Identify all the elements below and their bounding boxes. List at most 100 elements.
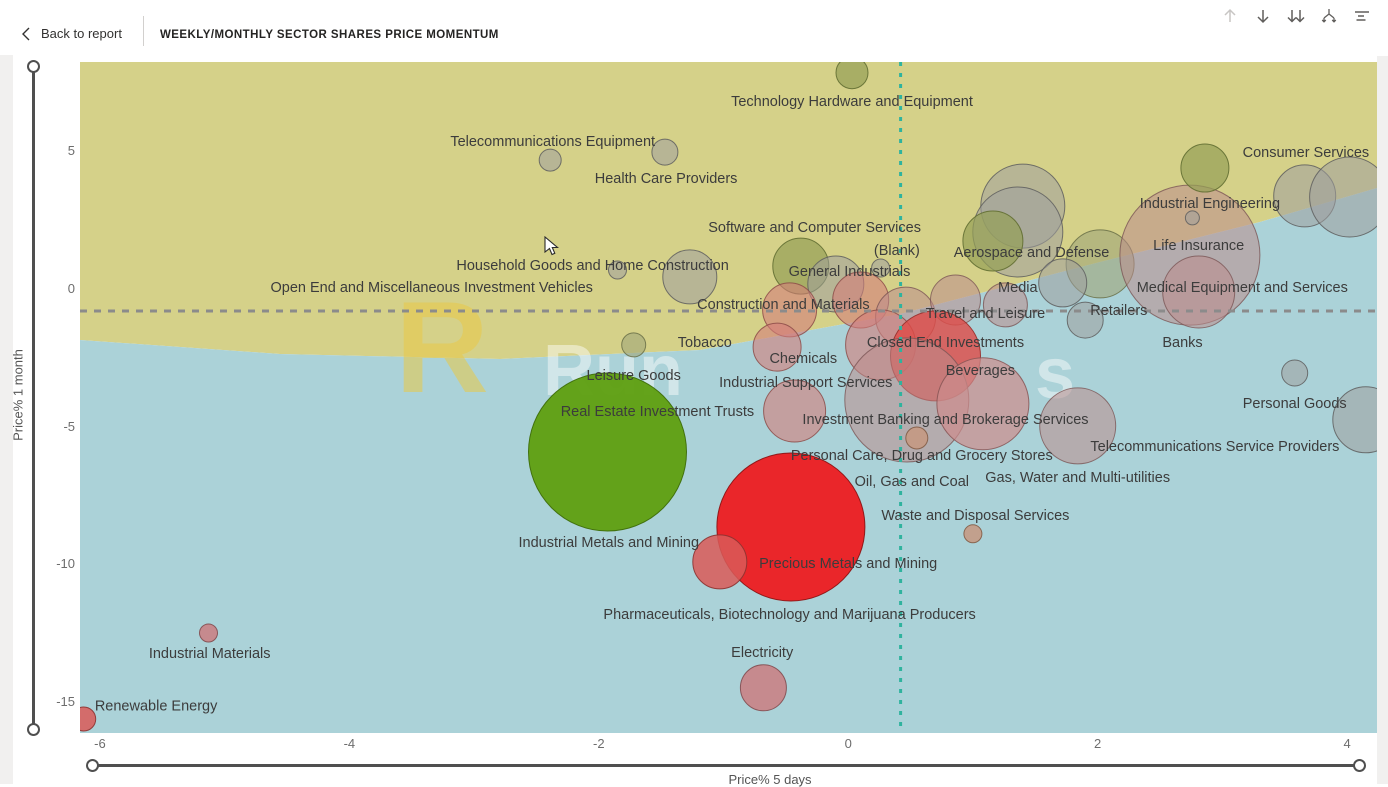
back-chevron-icon	[22, 27, 30, 40]
x-tick-label: -6	[94, 736, 106, 751]
bubble[interactable]	[1180, 143, 1230, 193]
x-tick-label: 2	[1094, 736, 1102, 751]
bubble-label: Renewable Energy	[95, 699, 218, 715]
visual-toolbar	[1218, 4, 1374, 28]
bubble[interactable]	[692, 534, 748, 590]
bubble-label: Personal Care, Drug and Grocery Stores	[791, 448, 1053, 464]
bubble-label: Real Estate Investment Trusts	[561, 404, 754, 420]
bubble[interactable]	[1281, 359, 1309, 387]
title-divider	[143, 16, 144, 46]
bubble-label: Construction and Materials	[697, 297, 869, 313]
bubble[interactable]	[621, 332, 647, 358]
bubble-label: Industrial Engineering	[1140, 196, 1280, 212]
bubble[interactable]	[528, 372, 687, 532]
bubble-label: Software and Computer Services	[708, 220, 921, 236]
y-slider-handle-top[interactable]	[27, 60, 40, 73]
x-slider-handle-right[interactable]	[1353, 759, 1366, 772]
bubble[interactable]	[871, 258, 891, 278]
bubble-label: Household Goods and Home Construction	[456, 258, 728, 274]
x-tick-label: -4	[343, 736, 356, 751]
bubble-label: Banks	[1162, 335, 1202, 351]
bubble-label: Consumer Services	[1243, 145, 1370, 161]
bubble[interactable]	[982, 282, 1028, 328]
expand-next-level-icon[interactable]	[1284, 4, 1308, 28]
bubble-label: Technology Hardware and Equipment	[731, 94, 973, 110]
bubble-label: Waste and Disposal Services	[881, 508, 1069, 524]
mouse-cursor-icon	[544, 236, 560, 256]
bubble[interactable]	[199, 623, 218, 643]
options-lines-icon[interactable]	[1350, 4, 1374, 28]
right-edge-strip	[1377, 56, 1388, 784]
bubble-label: Industrial Support Services	[719, 375, 892, 391]
x-slider-handle-left[interactable]	[86, 759, 99, 772]
bubble[interactable]	[651, 138, 679, 166]
bubble-label: Media	[998, 280, 1038, 296]
y-tick-label: -15	[56, 694, 75, 710]
bubble-label: Oil, Gas and Coal	[855, 474, 969, 490]
top-bar: Back to report WEEKLY/MONTHLY SECTOR SHA…	[0, 0, 1388, 55]
bubble[interactable]	[608, 260, 627, 280]
bubble-label: Investment Banking and Brokerage Service…	[802, 412, 1088, 428]
bubble[interactable]	[763, 379, 827, 443]
bubble-label: Telecommunications Service Providers	[1090, 439, 1339, 455]
bubble-label: Chemicals	[769, 351, 837, 367]
bubble[interactable]	[905, 426, 929, 450]
bubble-label: Electricity	[731, 645, 794, 661]
bubble-label: Closed End Investments	[867, 335, 1024, 351]
negative-momentum-region	[80, 188, 1377, 733]
bubble-label: Life Insurance	[1153, 238, 1244, 254]
y-tick-label: 0	[67, 280, 75, 296]
y-tick-label: -5	[63, 418, 75, 434]
bubble-label: Aerospace and Defense	[954, 245, 1110, 261]
y-axis-range-slider[interactable]	[32, 67, 35, 730]
y-tick-label: -10	[56, 556, 75, 572]
expand-all-icon[interactable]	[1317, 4, 1341, 28]
bubble[interactable]	[936, 357, 1030, 451]
page-title: WEEKLY/MONTHLY SECTOR SHARES PRICE MOMEN…	[160, 29, 499, 41]
bubble-label: Industrial Materials	[149, 646, 271, 662]
back-label: Back to report	[41, 26, 122, 41]
bubble-label: Gas, Water and Multi-utilities	[985, 470, 1170, 486]
bubble[interactable]	[1332, 386, 1388, 454]
bubble[interactable]	[739, 664, 787, 712]
bubble-label: Beverages	[946, 363, 1015, 379]
bubble-label: Tobacco	[678, 335, 732, 351]
bubble-chart: R Run s Technology Hardware and Equipment Te…	[71, 56, 1388, 733]
bubble-label: Precious Metals and Mining	[759, 556, 937, 572]
bubble[interactable]	[662, 249, 718, 305]
x-axis-title: Price% 5 days	[728, 772, 812, 787]
x-tick-label: 0	[844, 736, 852, 751]
bubble-label: Pharmaceuticals, Biotechnology and Marij…	[603, 607, 975, 623]
bubble[interactable]	[752, 322, 802, 372]
bubble-label: Industrial Metals and Mining	[519, 535, 700, 551]
bubble[interactable]	[538, 148, 562, 172]
bubble[interactable]	[962, 210, 1024, 272]
x-axis-range-slider[interactable]	[93, 764, 1360, 767]
y-slider-handle-bottom[interactable]	[27, 723, 40, 736]
bubble[interactable]	[835, 56, 869, 90]
bubble-label: Travel and Leisure	[926, 306, 1046, 322]
bubble-label: Open End and Miscellaneous Investment Ve…	[270, 280, 592, 296]
bubble-label: Personal Goods	[1243, 396, 1347, 412]
positive-momentum-region	[80, 62, 1377, 359]
watermark-logo: R	[395, 274, 489, 420]
bubble-label: Retailers	[1090, 303, 1147, 319]
bubble[interactable]	[716, 452, 866, 602]
drill-up-icon[interactable]	[1218, 4, 1242, 28]
bubble-label: Health Care Providers	[595, 171, 738, 187]
bubble-label: Leisure Goods	[587, 368, 681, 384]
back-to-report-button[interactable]: Back to report	[20, 26, 122, 41]
bubble-label: (Blank)	[874, 243, 920, 259]
bubble[interactable]	[1038, 258, 1088, 308]
drill-down-icon[interactable]	[1251, 4, 1275, 28]
bubble[interactable]	[1184, 210, 1200, 226]
bubble[interactable]	[963, 524, 983, 544]
left-edge-strip	[0, 0, 13, 784]
bubble-label: Telecommunications Equipment	[450, 134, 655, 150]
bubble[interactable]	[1039, 387, 1117, 465]
bubble[interactable]	[1309, 156, 1388, 238]
x-tick-label: -2	[593, 736, 605, 751]
x-tick-label: 4	[1343, 736, 1351, 751]
bubble-label: General Industrials	[789, 264, 911, 280]
